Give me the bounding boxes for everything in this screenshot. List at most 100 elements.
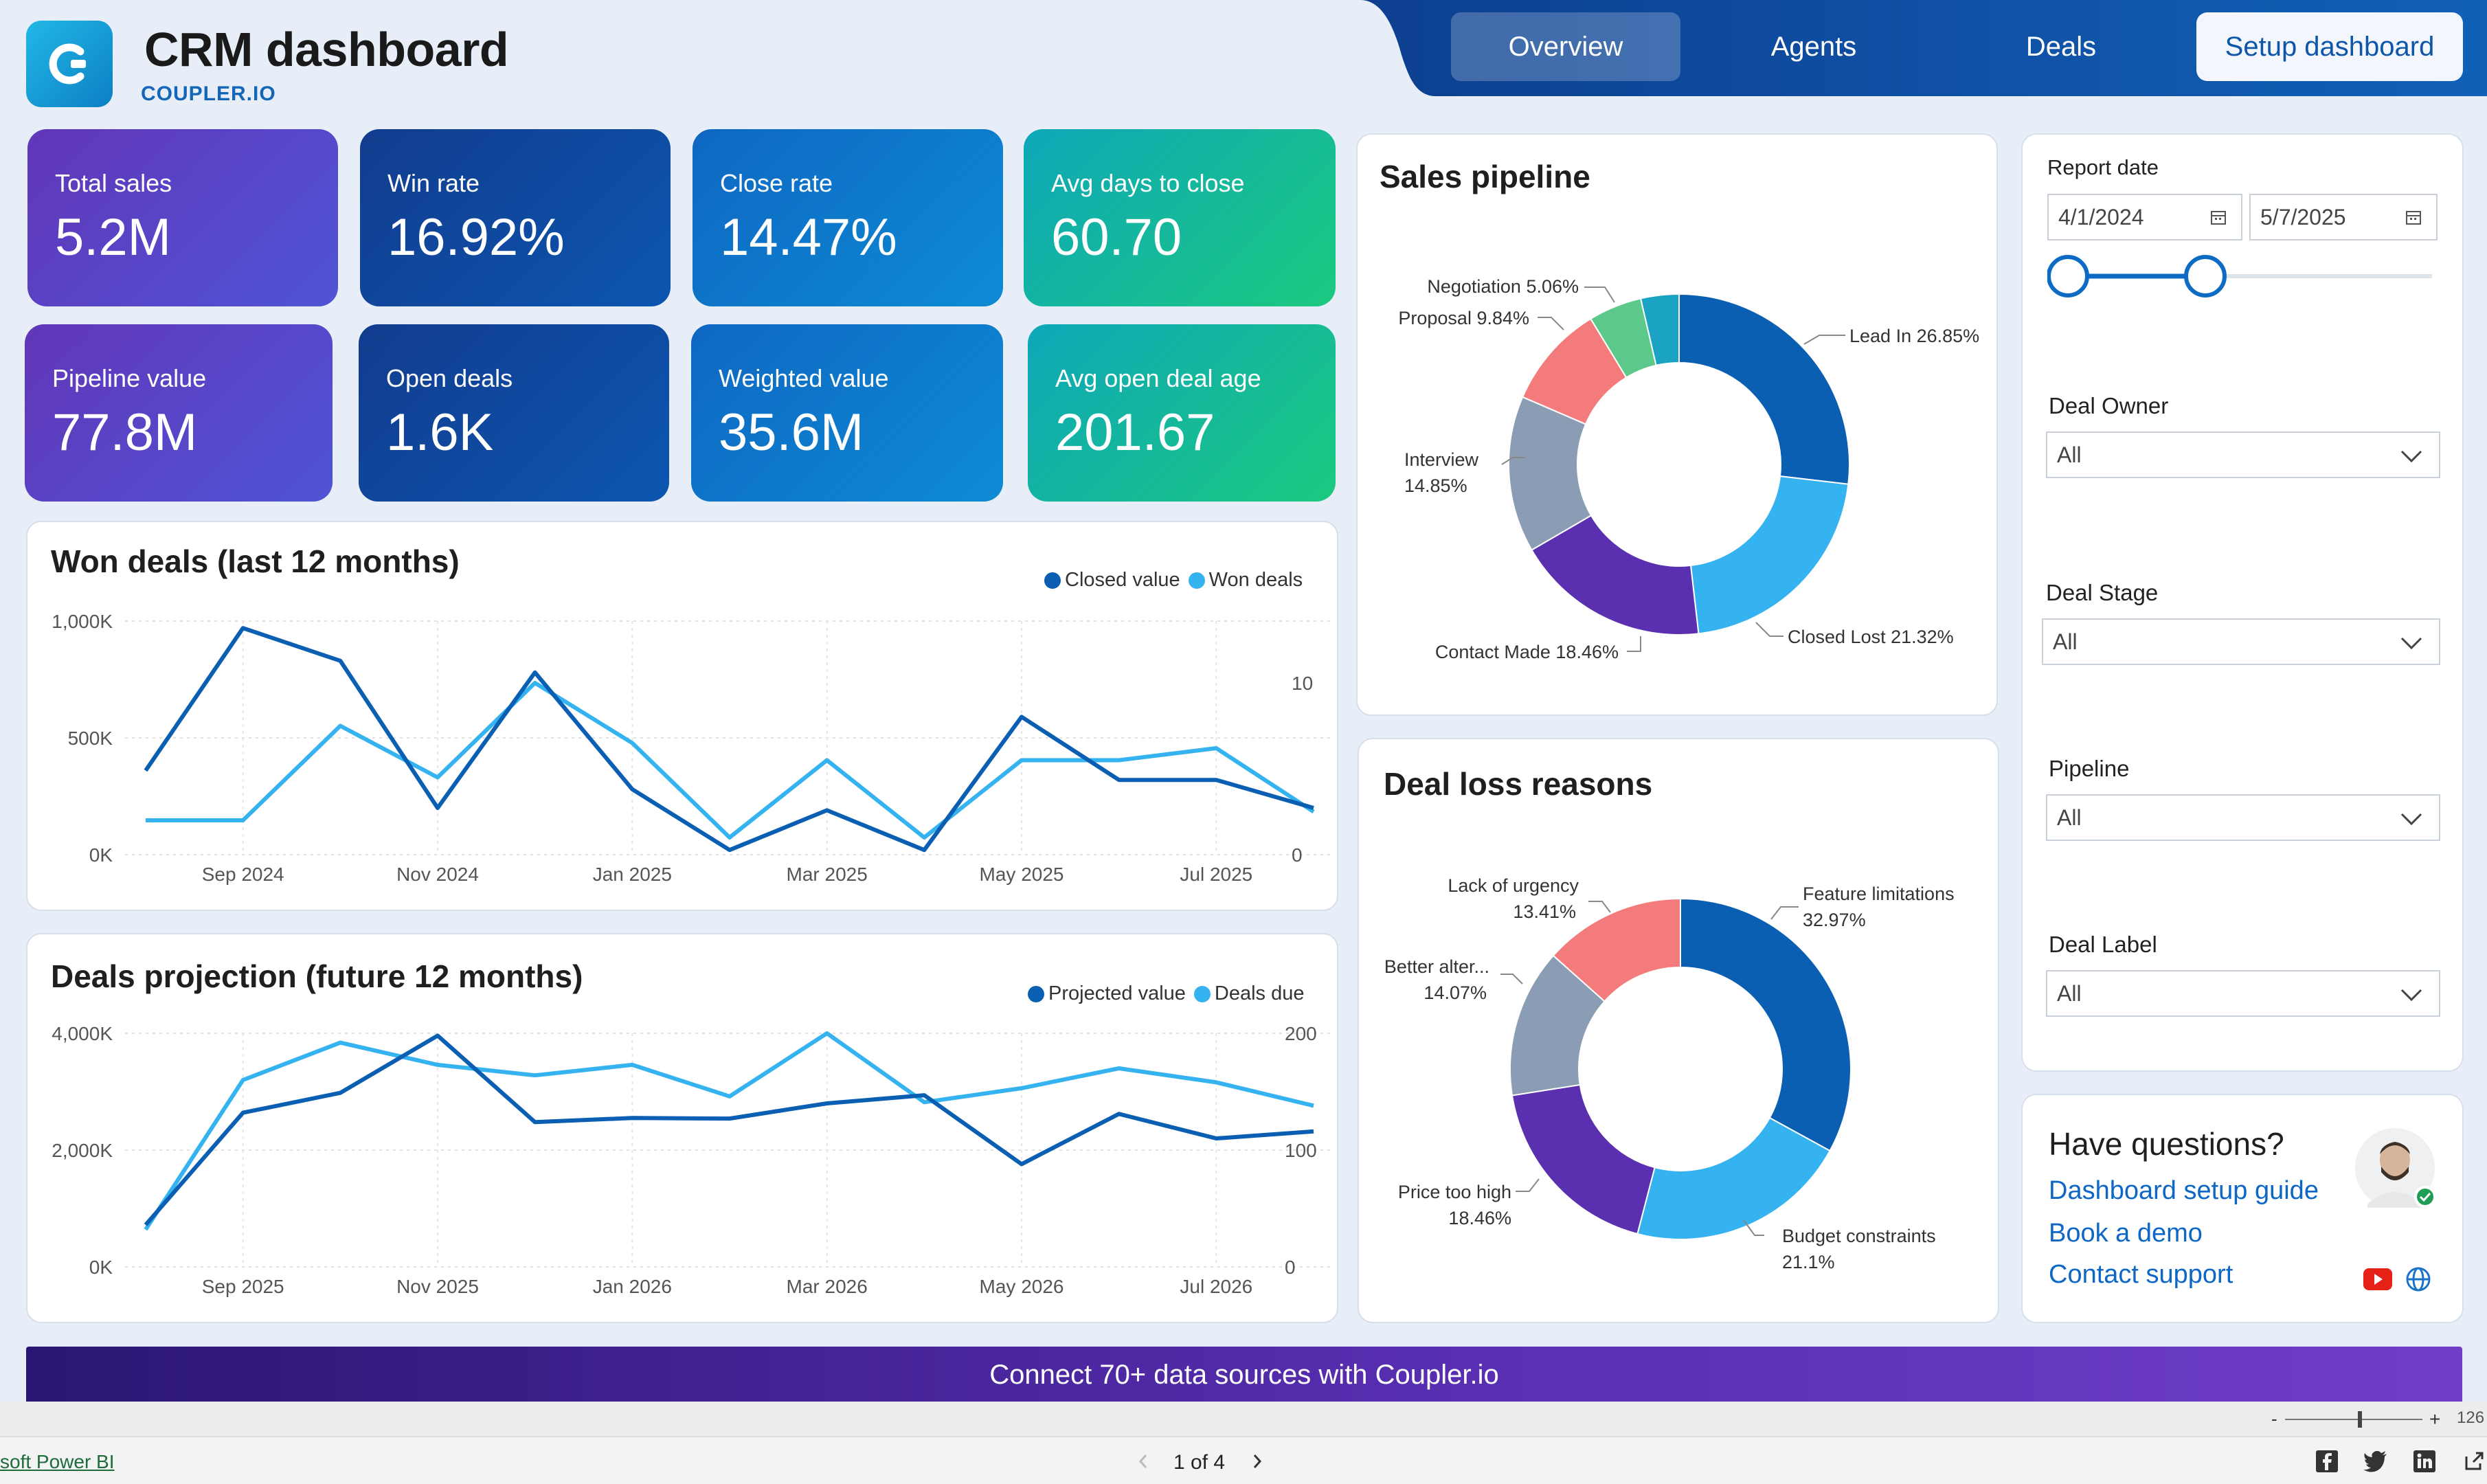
y-axis-left-tick: 0K xyxy=(89,844,113,866)
slider-handle-start[interactable] xyxy=(2047,255,2089,297)
kpi-label: Avg days to close xyxy=(1051,169,1245,197)
kpi-label: Close rate xyxy=(720,169,833,197)
previous-page-icon[interactable] xyxy=(1135,1450,1151,1473)
date-from-input[interactable]: 4/1/2024 xyxy=(2047,194,2242,240)
leader-lead-in xyxy=(1803,335,1845,345)
series-line-closed-value xyxy=(144,626,1314,853)
label-lack-of-urgency: Lack of urgency xyxy=(1448,875,1579,896)
powerbi-link[interactable]: soft Power BI xyxy=(0,1451,115,1472)
leader-contact-made xyxy=(1627,636,1641,652)
kpi-label: Pipeline value xyxy=(52,364,207,392)
series-line-deals-due xyxy=(144,1031,1314,1231)
x-axis-tick: Jan 2026 xyxy=(593,1276,672,1297)
label-feature-limitations: Feature limitations xyxy=(1803,884,1955,904)
leader-price-too-high xyxy=(1516,1178,1540,1192)
pipeline-value: All xyxy=(2057,805,2082,830)
linkedin-icon[interactable] xyxy=(2413,1450,2436,1473)
chevron-down-icon xyxy=(2400,637,2422,650)
report-date-label: Report date xyxy=(2047,155,2159,179)
x-axis-tick: May 2025 xyxy=(980,864,1064,885)
kpi-label: Weighted value xyxy=(719,364,889,392)
coupler-banner[interactable]: Connect 70+ data sources with Coupler.io xyxy=(26,1347,2462,1403)
legend-label-deals-due: Deals due xyxy=(1214,982,1305,1004)
coupler-logo xyxy=(26,21,113,107)
youtube-icon[interactable] xyxy=(2362,1267,2394,1292)
label-price-too-high: Price too high xyxy=(1398,1182,1511,1202)
won-deals-panel: Won deals (last 12 months) Closed value … xyxy=(26,521,1338,911)
kpi-total-sales: Total sales 5.2M xyxy=(27,129,338,306)
questions-title: Have questions? xyxy=(2049,1126,2284,1162)
donut-slice-contact-made xyxy=(1531,514,1700,636)
donut-slice-budget-constraints xyxy=(1636,1116,1831,1240)
kpi-label: Total sales xyxy=(55,169,172,197)
date-range-slider[interactable] xyxy=(2047,250,2446,298)
label-lead-in: Lead In 26.85% xyxy=(1849,326,1979,346)
pipeline-label: Pipeline xyxy=(2049,756,2130,781)
date-from-value: 4/1/2024 xyxy=(2058,204,2144,229)
kpi-label: Win rate xyxy=(387,169,480,197)
y-axis-left-tick: 500K xyxy=(68,728,113,749)
globe-icon[interactable] xyxy=(2405,1266,2432,1293)
zoom-slider[interactable]: - + xyxy=(2264,1407,2471,1432)
sales-pipeline-chart: Lead In 26.85% Closed Lost 21.32% Contact … xyxy=(1398,276,1979,662)
questions-panel: Have questions? Dashboard setup guide Bo… xyxy=(2021,1094,2464,1323)
x-axis-tick: Nov 2025 xyxy=(396,1276,479,1297)
label-interview-pct: 14.85% xyxy=(1404,475,1467,496)
deal-loss-panel: Deal loss reasons Feature limitations 32.… xyxy=(1358,738,1999,1323)
report-footer: soft Power BI 1 of 4 xyxy=(0,1436,2487,1484)
zoom-level: 126 xyxy=(2457,1408,2485,1427)
next-page-icon[interactable] xyxy=(1249,1450,1265,1473)
kpi-value: 1.6K xyxy=(386,403,494,462)
projection-panel: Deals projection (future 12 months) Proj… xyxy=(26,933,1338,1323)
won-deals-title: Won deals (last 12 months) xyxy=(51,543,460,579)
leader-better-alternatives xyxy=(1500,974,1523,985)
tab-overview[interactable]: Overview xyxy=(1451,12,1680,81)
slider-handle-end[interactable] xyxy=(2184,255,2227,297)
online-status-icon xyxy=(2414,1186,2436,1208)
y-axis-right-tick: 10 xyxy=(1292,673,1313,694)
svg-text:+: + xyxy=(2429,1408,2440,1430)
y-axis-right-tick: 100 xyxy=(1285,1140,1317,1161)
avatar xyxy=(2355,1128,2436,1208)
legend-dot-deals-due xyxy=(1193,985,1211,1002)
tab-deals[interactable]: Deals xyxy=(2025,31,2097,62)
filter-panel: Report date 4/1/2024 5/7/2025 Deal Owner… xyxy=(2021,133,2464,1072)
kpi-avg-open-deal-age: Avg open deal age 201.67 xyxy=(1028,324,1336,502)
deal-owner-value: All xyxy=(2057,442,2082,467)
y-axis-right-tick: 0 xyxy=(1285,1257,1296,1278)
kpi-value: 60.70 xyxy=(1051,208,1182,267)
contact-support-link[interactable]: Contact support xyxy=(2049,1260,2233,1289)
chevron-down-icon xyxy=(2400,989,2422,1002)
y-axis-left-tick: 1,000K xyxy=(52,611,113,632)
setup-dashboard-button[interactable]: Setup dashboard xyxy=(2196,12,2463,81)
chevron-down-icon xyxy=(2400,813,2422,826)
label-better-alternatives: Better alter... xyxy=(1384,956,1489,977)
pipeline-select[interactable]: All xyxy=(2046,794,2440,841)
deal-label-value: All xyxy=(2057,980,2082,1006)
zoom-handle[interactable] xyxy=(2358,1411,2362,1428)
share-icon[interactable] xyxy=(2464,1450,2484,1473)
projection-legend: Projected value Deals due xyxy=(1028,982,1305,1005)
sales-pipeline-panel: Sales pipeline Lead In 26.85% Closed Lost… xyxy=(1356,133,1998,716)
label-contact-made: Contact Made 18.46% xyxy=(1435,642,1619,662)
book-demo-link[interactable]: Book a demo xyxy=(2049,1219,2203,1248)
facebook-icon[interactable] xyxy=(2315,1450,2339,1473)
kpi-value: 77.8M xyxy=(52,403,198,462)
brand-subtitle: COUPLER.IO xyxy=(141,82,276,105)
date-to-input[interactable]: 5/7/2025 xyxy=(2249,194,2438,240)
deal-stage-select[interactable]: All xyxy=(2042,618,2440,665)
leader-closed-lost xyxy=(1755,622,1783,637)
projection-title: Deals projection (future 12 months) xyxy=(51,958,583,994)
kpi-value: 5.2M xyxy=(55,208,171,267)
label-negotiation: Negotiation 5.06% xyxy=(1427,276,1579,297)
setup-guide-link[interactable]: Dashboard setup guide xyxy=(2049,1176,2319,1205)
deal-label-select[interactable]: All xyxy=(2046,970,2440,1017)
donut-slice-lead-in xyxy=(1678,293,1850,485)
legend-dot-won-deals xyxy=(1188,572,1205,589)
tab-agents[interactable]: Agents xyxy=(1770,31,1857,62)
deal-owner-select[interactable]: All xyxy=(2046,431,2440,478)
donut-slice-price-too-high xyxy=(1511,1083,1656,1235)
page-title: CRM dashboard xyxy=(144,23,509,76)
twitter-icon[interactable] xyxy=(2363,1450,2388,1473)
date-to-value: 5/7/2025 xyxy=(2260,204,2346,229)
